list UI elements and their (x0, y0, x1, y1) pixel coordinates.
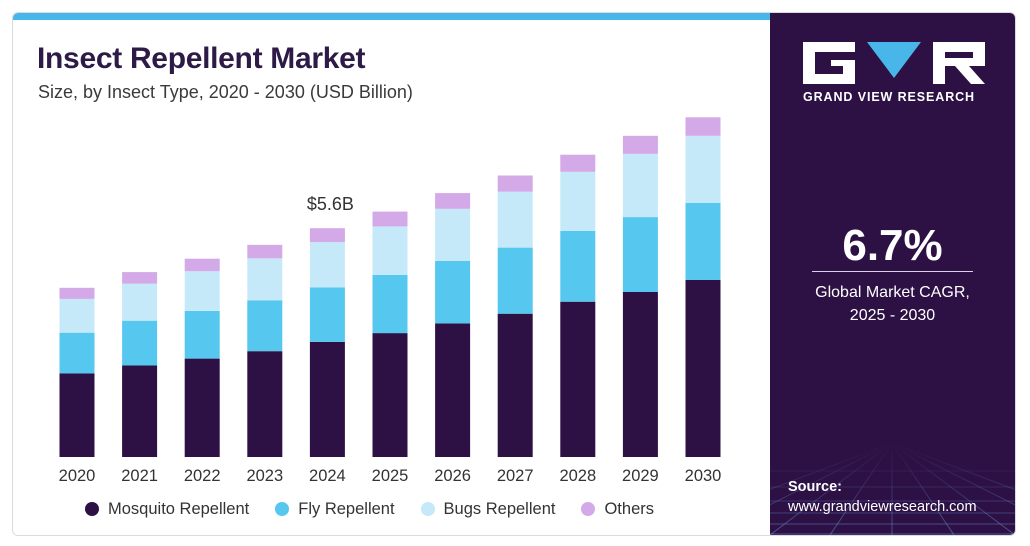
bar-2029-others (622, 135, 658, 154)
bar-2020-others (59, 287, 95, 299)
bar-2026-others (435, 193, 471, 209)
legend-label-fly-repellent: Fly Repellent (298, 499, 395, 518)
x-tick-label-2026: 2026 (434, 467, 471, 485)
bar-2027-mosquito-repellent (497, 313, 533, 457)
bar-2023-fly-repellent (247, 300, 283, 352)
bar-2026-fly-repellent (435, 261, 471, 324)
bar-2027-others (497, 175, 533, 192)
source-label: Source: (788, 479, 842, 495)
bar-2020-mosquito-repellent (59, 373, 95, 457)
legend-item-mosquito-repellent: Mosquito Repellent (85, 500, 249, 519)
bar-2028-fly-repellent (560, 231, 596, 302)
grand-view-research-logo: GRAND VIEW RESEARCH (803, 40, 985, 110)
infographic-card: Insect Repellent Market Size, by Insect … (12, 12, 1016, 536)
bar-2025-others (372, 211, 408, 227)
x-tick-label-2020: 2020 (59, 467, 96, 485)
bar-2021-mosquito-repellent (122, 365, 158, 457)
x-tick-label-2022: 2022 (184, 467, 221, 485)
source-url[interactable]: www.grandviewresearch.com (788, 499, 977, 515)
source-note: Source: www.grandviewresearch.com (788, 477, 977, 517)
bar-2025-bugs-repellent (372, 226, 408, 275)
bar-2030-fly-repellent (685, 202, 721, 280)
bar-2030-others (685, 117, 721, 136)
bar-2024-bugs-repellent (309, 242, 345, 288)
x-tick-label-2029: 2029 (622, 467, 659, 485)
chart-panel: Insect Repellent Market Size, by Insect … (13, 13, 770, 535)
bar-2030-bugs-repellent (685, 135, 721, 203)
bar-2020-fly-repellent (59, 332, 95, 374)
x-tick-label-2024: 2024 (309, 467, 346, 485)
bar-2027-bugs-repellent (497, 191, 533, 248)
cagr-label-line1: Global Market CAGR, (815, 284, 970, 301)
bar-2022-bugs-repellent (184, 271, 220, 311)
cagr-divider (812, 271, 973, 272)
bar-2021-bugs-repellent (122, 283, 158, 321)
chart-title: Insect Repellent Market (37, 42, 366, 75)
x-tick-label-2028: 2028 (559, 467, 596, 485)
legend-swatch-others (581, 502, 596, 516)
cagr-label: Global Market CAGR, 2025 - 2030 (770, 281, 1015, 327)
bar-2024-mosquito-repellent (309, 341, 345, 457)
bar-2029-mosquito-repellent (622, 292, 658, 457)
cagr-value: 6.7% (842, 221, 943, 270)
bar-2023-mosquito-repellent (247, 351, 283, 457)
legend-swatch-mosquito-repellent (85, 502, 99, 516)
legend-label-mosquito-repellent: Mosquito Repellent (108, 499, 250, 518)
legend-label-bugs-repellent: Bugs Repellent (443, 499, 556, 518)
bar-2030-mosquito-repellent (685, 280, 721, 457)
bar-2029-bugs-repellent (622, 153, 658, 218)
legend-item-fly-repellent: Fly Repellent (275, 499, 395, 519)
bar-2026-bugs-repellent (435, 208, 471, 261)
cagr-label-line2: 2025 - 2030 (849, 307, 936, 324)
bar-2028-mosquito-repellent (560, 301, 596, 457)
chart-subtitle: Size, by Insect Type, 2020 - 2030 (USD B… (38, 82, 413, 102)
chart-legend: Mosquito Repellent Fly Repellent Bugs Repe… (85, 498, 680, 520)
legend-label-others: Others (604, 499, 654, 518)
x-tick-label-2030: 2030 (685, 467, 722, 485)
x-tick-label-2027: 2027 (497, 467, 534, 485)
bar-2021-fly-repellent (122, 320, 158, 366)
x-tick-label-2023: 2023 (246, 467, 283, 485)
bar-2024-others (309, 228, 345, 243)
logo-mark-icon (803, 42, 985, 84)
bar-2024-fly-repellent (309, 287, 345, 342)
bar-2026-mosquito-repellent (435, 323, 471, 457)
bar-2020-bugs-repellent (59, 298, 95, 333)
x-tick-label-2021: 2021 (121, 467, 158, 485)
side-panel: GRAND VIEW RESEARCH 6.7% Global Market C… (770, 13, 1015, 535)
bar-2022-fly-repellent (184, 311, 220, 359)
x-tick-label-2025: 2025 (372, 467, 409, 485)
legend-item-bugs-repellent: Bugs Repellent (420, 499, 556, 519)
data-label-2024: $5.6B (307, 194, 354, 214)
bar-2028-others (560, 154, 596, 172)
brand-name: GRAND VIEW RESEARCH (803, 90, 975, 104)
bar-2028-bugs-repellent (560, 171, 596, 231)
legend-swatch-fly-repellent (275, 502, 290, 516)
bar-2029-fly-repellent (622, 217, 658, 292)
bar-2027-fly-repellent (497, 247, 533, 314)
bar-2025-mosquito-repellent (372, 333, 408, 457)
bar-2022-mosquito-repellent (184, 358, 220, 457)
legend-item-others: Others (581, 500, 654, 519)
perspective-grid-decoration (770, 442, 1015, 535)
bar-2025-fly-repellent (372, 274, 408, 334)
legend-swatch-bugs-repellent (420, 502, 435, 516)
bar-2021-others (122, 272, 158, 284)
bar-2023-others (247, 244, 283, 259)
stacked-bar-chart: 2020 2021 2022 2023 2024 $5.6B 2025 2026 2027 202… (59, 117, 722, 485)
bar-2023-bugs-repellent (247, 258, 283, 301)
bar-2022-others (184, 258, 220, 272)
